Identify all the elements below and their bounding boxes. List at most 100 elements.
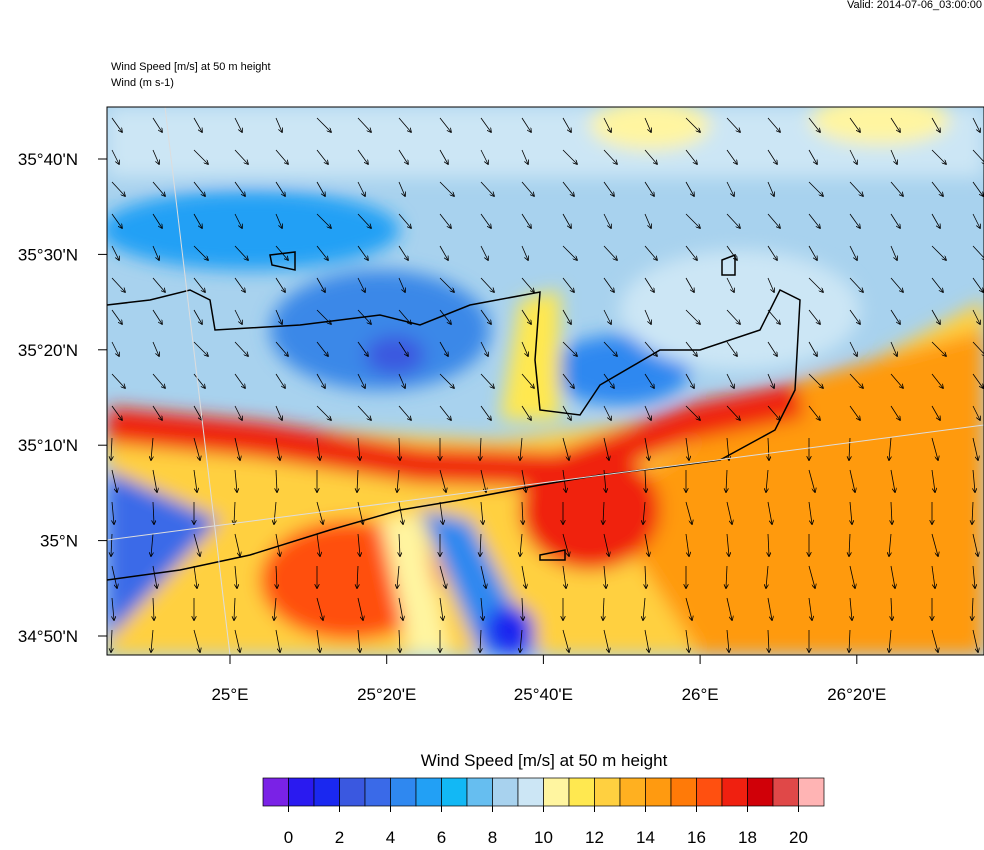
colorbar-tick-label: 16 xyxy=(687,828,706,845)
wind-arrow xyxy=(768,533,769,556)
wind-arrow xyxy=(889,629,891,652)
wind-arrow xyxy=(767,373,774,388)
wind-arrow xyxy=(603,501,604,524)
wind-arrow xyxy=(152,565,157,588)
wind-arrow xyxy=(562,565,566,588)
wind-arrow xyxy=(480,149,488,164)
wind-arrow xyxy=(439,405,451,420)
wind-arrow xyxy=(726,117,740,132)
lon-label: 25°40'E xyxy=(514,685,573,704)
wind-arrow xyxy=(890,469,895,492)
wind-arrow xyxy=(849,405,860,420)
wind-arrow xyxy=(316,629,320,652)
colorbar-title: Wind Speed [m/s] at 50 m height xyxy=(421,751,668,770)
colorbar-tick-label: 10 xyxy=(534,828,553,845)
wind-arrow xyxy=(193,437,200,460)
wind-arrow xyxy=(439,565,446,588)
lat-label: 35°20'N xyxy=(18,341,78,360)
wind-arrow xyxy=(234,181,245,196)
wind-arrow xyxy=(808,181,823,196)
wind-arrow xyxy=(111,469,117,492)
wind-arrow xyxy=(480,309,491,324)
colorbar-tick-label: 18 xyxy=(738,828,757,845)
wind-arrow xyxy=(439,501,443,524)
wind-arrow xyxy=(111,533,112,556)
wind-arrow xyxy=(520,533,522,556)
wind-arrow xyxy=(316,597,323,620)
wind-arrow xyxy=(152,309,162,324)
wind-arrow xyxy=(931,437,938,460)
map-axes: 35°40'N 35°30'N 35°20'N 35°10'N 35°N 34°50'N 2… xyxy=(18,150,887,704)
wind-arrow xyxy=(234,437,240,460)
colorbar: 0 2 4 6 8 10 12 14 16 18 20 xyxy=(262,777,825,847)
wind-arrow xyxy=(316,309,331,324)
wind-arrow xyxy=(193,149,208,164)
wind-arrow xyxy=(850,597,852,620)
wind-arrow xyxy=(480,245,488,260)
wind-arrow xyxy=(890,149,897,164)
wind-arrow xyxy=(972,277,983,292)
wind-arrow xyxy=(808,245,817,260)
wind-arrow xyxy=(849,245,857,260)
wind-arrow xyxy=(562,469,566,492)
wind-arrow xyxy=(398,181,405,196)
wind-arrow xyxy=(193,245,208,260)
wind-arrow xyxy=(931,469,935,492)
wind-arrow xyxy=(357,213,371,228)
colorbar-swatch xyxy=(543,777,570,807)
wind-arrow xyxy=(767,277,774,292)
wind-arrow xyxy=(152,373,165,388)
wind-arrow xyxy=(480,437,481,460)
wind-arrow xyxy=(397,565,399,588)
wind-arrow xyxy=(726,181,734,196)
wind-arrow xyxy=(234,341,248,356)
lat-label: 35°40'N xyxy=(18,150,78,169)
wind-arrow xyxy=(234,117,242,132)
wind-arrow xyxy=(726,405,740,420)
wind-arrow xyxy=(890,181,903,196)
wind-arrow xyxy=(316,245,328,260)
wind-arrow xyxy=(235,469,237,492)
wind-arrow xyxy=(275,373,285,388)
wind-arrow xyxy=(398,149,408,164)
wind-arrow xyxy=(972,501,973,524)
wind-arrow xyxy=(357,309,371,324)
wind-arrow xyxy=(480,181,494,196)
wind-arrow xyxy=(193,341,208,356)
wind-arrow xyxy=(643,597,645,620)
wind-arrow xyxy=(767,117,780,132)
wind-arrow xyxy=(439,373,454,388)
wind-arrow xyxy=(152,149,159,164)
wind-arrow xyxy=(398,309,411,324)
wind-arrow xyxy=(890,117,900,132)
wind-arrow xyxy=(399,533,400,556)
wind-arrow xyxy=(398,213,411,228)
wind-arrow xyxy=(931,149,946,164)
wind-arrow xyxy=(358,437,360,460)
wind-arrow xyxy=(357,565,358,588)
wind-arrow xyxy=(603,149,617,164)
wind-arrow xyxy=(685,117,700,132)
wind-arrow xyxy=(398,501,403,524)
wind-arrow xyxy=(398,373,405,388)
wind-arrow xyxy=(316,149,328,164)
wind-arrow xyxy=(645,469,646,492)
wind-arrow xyxy=(685,405,700,420)
wind-arrow xyxy=(931,117,940,132)
wind-arrow xyxy=(357,597,363,620)
wind-arrow xyxy=(644,405,651,420)
wind-arrow xyxy=(849,213,860,228)
wind-arrow xyxy=(726,213,740,228)
wind-arrow xyxy=(151,533,153,556)
wind-arrow xyxy=(439,469,446,492)
colorbar-swatch xyxy=(364,777,391,807)
wind-arrow xyxy=(480,373,494,388)
wind-arrow xyxy=(562,533,569,556)
colorbar-tick-label: 12 xyxy=(585,828,604,845)
wind-arrow xyxy=(644,373,654,388)
wind-arrow xyxy=(439,117,451,132)
colorbar-swatch xyxy=(441,777,468,807)
wind-arrow xyxy=(849,565,855,588)
wind-arrow xyxy=(275,629,280,652)
wind-arrow xyxy=(234,149,248,164)
